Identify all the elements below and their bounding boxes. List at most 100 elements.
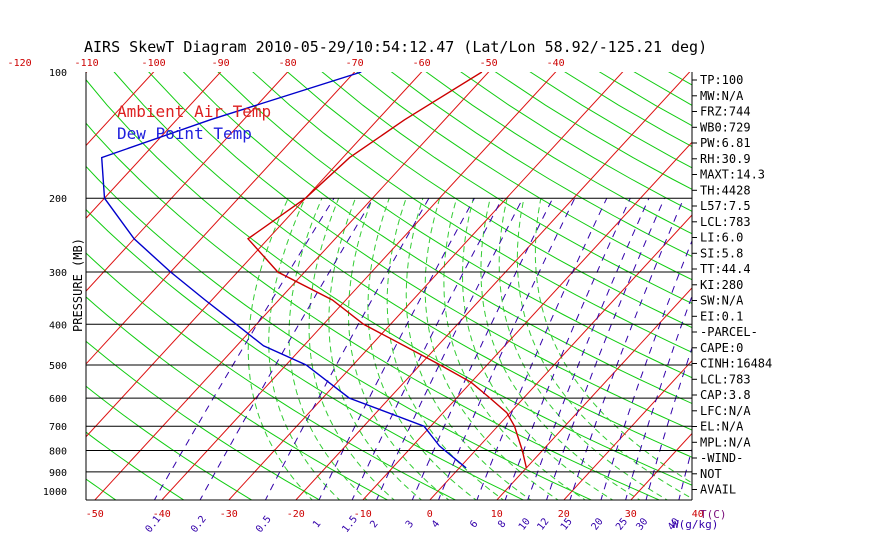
stability-index-item: PW:6.81 xyxy=(700,136,751,150)
top-temperature-tick-label: -120 xyxy=(8,58,32,69)
bottom-axis-unit: T(C) xyxy=(700,508,727,521)
stability-index-item: MAXT:14.3 xyxy=(700,168,765,182)
pressure-tick-label: 500 xyxy=(49,361,67,372)
top-temperature-ticks: -120 -110 -100 -90 -80 -70 -60 -50 -40 xyxy=(8,58,565,69)
stability-index-item: -WIND- xyxy=(700,451,743,465)
legend: Ambient Air Temp Dew Point Temp xyxy=(117,102,271,143)
pressure-lines xyxy=(86,197,692,501)
dry-adiabat-line xyxy=(252,72,692,353)
stability-index-item: WB0:729 xyxy=(700,120,751,134)
moist-adiabat-line xyxy=(498,198,669,500)
mixing-ratio-line xyxy=(351,197,503,500)
pressure-tick-label: 300 xyxy=(49,268,67,279)
mixing-ratio-unit: W(g/kg) xyxy=(672,518,718,531)
stability-index-item: TT:44.4 xyxy=(700,262,751,276)
isotherm-line xyxy=(496,287,692,500)
mixing-ratio-line xyxy=(545,197,665,500)
mixing-ratio-tick-label: 4 xyxy=(430,519,442,531)
chart-title: AIRS SkewT Diagram 2010-05-29/10:54:12.4… xyxy=(84,38,707,56)
top-temperature-tick-label: -40 xyxy=(547,58,565,69)
top-temperature-tick-label: -90 xyxy=(212,58,230,69)
mixing-ratio-line xyxy=(153,197,335,500)
bottom-temperature-tick-label: 40 xyxy=(692,509,704,520)
dry-adiabat-line xyxy=(86,165,593,500)
isotherms xyxy=(86,72,692,500)
dry-adiabat-line xyxy=(148,72,692,431)
isotherm-line xyxy=(86,72,356,365)
stability-index-item: LCL:783 xyxy=(700,215,751,229)
stability-index-item: EL:N/A xyxy=(700,420,744,434)
top-temperature-tick-label: -60 xyxy=(413,58,431,69)
moist-adiabat-line xyxy=(443,198,587,500)
isotherm-line xyxy=(161,72,557,500)
dry-adiabat-line xyxy=(86,79,692,486)
dry-adiabat-line xyxy=(390,72,692,257)
mixing-ratio-line xyxy=(504,197,631,500)
moist-adiabat-line xyxy=(367,198,478,500)
moist-adiabat-line xyxy=(247,197,314,500)
top-temperature-tick-label: -110 xyxy=(75,58,99,69)
mixing-ratio-line xyxy=(264,197,430,500)
bottom-temperature-tick-label: 0 xyxy=(427,509,433,520)
bottom-temperature-tick-label: -10 xyxy=(354,509,372,520)
stability-index-item: CINH:16484 xyxy=(700,357,772,371)
top-temperature-tick-label: -80 xyxy=(279,58,297,69)
isotherm-line xyxy=(228,72,624,500)
dew-point-temp-line xyxy=(100,72,467,469)
bottom-temperature-tick-label: -20 xyxy=(287,509,305,520)
isotherm-line xyxy=(362,141,692,500)
stability-index-item: LCL:783 xyxy=(700,372,751,386)
mixing-ratio-line xyxy=(411,197,554,500)
y-axis-label: PRESSURE (MB) xyxy=(71,238,85,332)
isotherm-line xyxy=(86,72,423,438)
isotherm-line xyxy=(94,72,490,500)
bottom-temperature-ticks: -50 -40 -30 -20 -10 0 10 20 30 40 xyxy=(86,509,704,520)
moist-adiabat-line xyxy=(328,198,423,500)
stability-index-item: LFC:N/A xyxy=(700,404,751,418)
stability-index-item: EI:0.1 xyxy=(700,309,743,323)
mixing-ratio-line xyxy=(318,197,475,500)
isotherm-line xyxy=(295,72,691,500)
bottom-temperature-tick-label: -30 xyxy=(220,509,238,520)
stability-index-item: LI:6.0 xyxy=(700,231,743,245)
mixing-ratio-lines xyxy=(153,197,692,500)
moist-adiabat-line xyxy=(347,198,450,500)
stability-index-item: TH:4428 xyxy=(700,183,751,197)
isotherm-line xyxy=(86,72,222,220)
mixing-ratio-line xyxy=(527,197,650,500)
dry-adiabat-line xyxy=(86,340,321,500)
moist-adiabat-line xyxy=(424,198,560,500)
stability-index-item: TP:100 xyxy=(700,73,743,87)
bottom-temperature-tick-label: 10 xyxy=(491,509,503,520)
dry-adiabat-line xyxy=(86,252,457,500)
bottom-temperature-tick-label: 30 xyxy=(625,509,637,520)
isotherm-line xyxy=(429,214,692,500)
dry-adiabat-line xyxy=(86,208,525,500)
bottom-temperature-tick-label: 20 xyxy=(558,509,570,520)
legend-dew-point-temp: Dew Point Temp xyxy=(117,124,252,143)
mixing-ratio-tick-label: 1 xyxy=(311,519,323,531)
mixing-ratio-line xyxy=(600,239,692,500)
stability-index-item: L57:7.5 xyxy=(700,199,751,213)
sounding-series xyxy=(100,72,528,469)
bottom-temperature-tick-label: -40 xyxy=(153,509,171,520)
stability-index-item: RH:30.9 xyxy=(700,152,751,166)
dry-adiabat-line xyxy=(86,385,253,500)
mixing-ratio-line xyxy=(569,198,685,500)
legend-ambient-air-temp: Ambient Air Temp xyxy=(117,102,271,121)
dry-adiabats xyxy=(86,72,692,500)
stability-index-item: SW:N/A xyxy=(700,294,744,308)
dry-adiabat-line xyxy=(86,122,661,500)
pressure-tick-label: 700 xyxy=(49,422,67,433)
stability-index-item: SI:5.8 xyxy=(700,246,743,260)
ambient-air-temp-line xyxy=(246,72,528,469)
mixing-ratio-line xyxy=(678,447,692,500)
mixing-ratio-line xyxy=(645,346,692,500)
mixing-ratio-line xyxy=(376,197,524,500)
dry-adiabat-line xyxy=(217,72,692,379)
stability-index-item: AVAIL xyxy=(700,483,736,497)
mixing-ratio-line xyxy=(625,294,692,500)
pressure-tick-label: 400 xyxy=(49,320,67,331)
